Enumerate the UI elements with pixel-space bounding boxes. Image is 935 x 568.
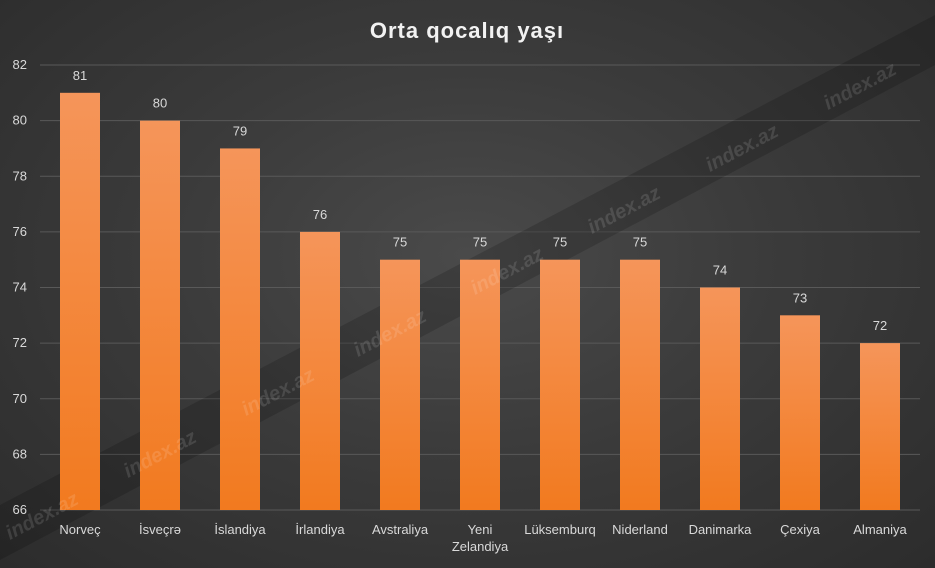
- x-category-label: Almaniya: [853, 522, 907, 537]
- x-category-label: Norveç: [59, 522, 101, 537]
- x-category-label: İrlandiya: [295, 522, 345, 537]
- y-tick-label: 82: [13, 57, 27, 72]
- y-tick-label: 74: [13, 280, 27, 295]
- data-label: 74: [713, 263, 727, 278]
- x-axis-labels: Norveç İsveçrə İslandiya İrlandiya Avstraliy…: [59, 522, 907, 554]
- bar: [780, 315, 820, 510]
- y-axis-ticks: 66 68 70 72 74 76 78 80 82: [13, 57, 27, 517]
- x-category-label: İslandiya: [214, 522, 266, 537]
- y-tick-label: 68: [13, 446, 27, 461]
- x-category-label: Çexiya: [780, 522, 821, 537]
- data-label: 75: [473, 235, 487, 250]
- bar: [540, 259, 580, 510]
- data-label: 79: [233, 123, 247, 138]
- bar: [300, 231, 340, 510]
- data-label: 75: [553, 235, 567, 250]
- bar: [700, 287, 740, 510]
- bar: [140, 120, 180, 510]
- bar: [620, 259, 660, 510]
- bar: [60, 92, 100, 510]
- x-category-label: Lüksemburq: [524, 522, 596, 537]
- y-tick-label: 76: [13, 224, 27, 239]
- data-labels: 81 80 79 76 75 75 75 75 74 73 72: [73, 68, 887, 333]
- bar: [860, 343, 900, 510]
- bar: [220, 148, 260, 510]
- y-tick-label: 80: [13, 113, 27, 128]
- data-label: 76: [313, 207, 327, 222]
- data-label: 75: [633, 235, 647, 250]
- x-category-label: Yeni Zelandiya: [452, 522, 509, 554]
- bars: [60, 92, 900, 510]
- x-category-label: Danimarka: [689, 522, 753, 537]
- y-tick-label: 72: [13, 335, 27, 350]
- data-label: 80: [153, 96, 167, 111]
- y-tick-label: 66: [13, 502, 27, 517]
- data-label: 75: [393, 235, 407, 250]
- bar: [460, 259, 500, 510]
- x-category-label: Avstraliya: [372, 522, 429, 537]
- x-category-label: İsveçrə: [139, 522, 181, 537]
- data-label: 73: [793, 290, 807, 305]
- chart-title: Orta qocalıq yaşı: [370, 18, 564, 43]
- data-label: 81: [73, 68, 87, 83]
- y-tick-label: 70: [13, 391, 27, 406]
- y-tick-label: 78: [13, 168, 27, 183]
- bar: [380, 259, 420, 510]
- x-category-label: Niderland: [612, 522, 668, 537]
- data-label: 72: [873, 318, 887, 333]
